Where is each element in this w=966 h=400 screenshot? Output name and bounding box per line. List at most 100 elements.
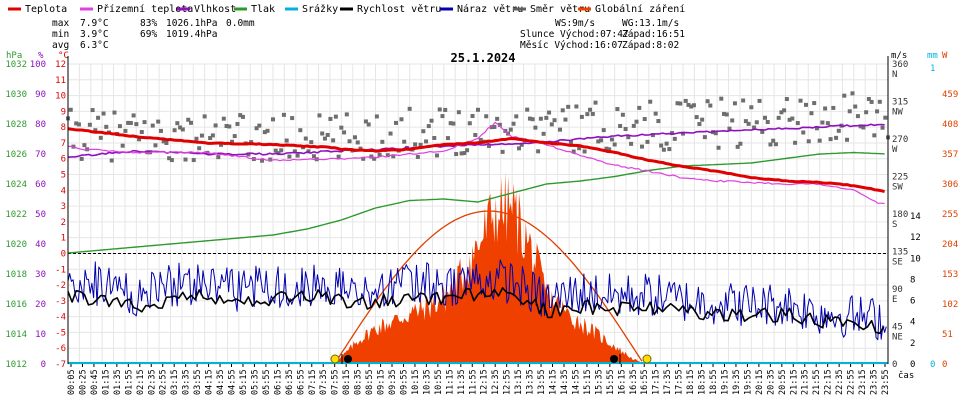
x-tick-label: 13:15: [514, 369, 524, 395]
wind-direction-point: [735, 144, 740, 149]
wind-direction-point: [568, 140, 573, 145]
wind-direction-point: [82, 143, 87, 148]
wind-direction-point: [708, 103, 713, 108]
y-tick-direction: 45: [892, 323, 903, 333]
x-tick-label: 02:15: [136, 369, 146, 395]
wind-direction-point: [574, 104, 579, 109]
legend: Teplota Přízemní teplota Vlhkost Tlak Srážky…: [8, 3, 685, 15]
wind-direction-point: [339, 125, 344, 130]
x-tick-label: 09:55: [399, 369, 409, 395]
x-tick-label: 20:35: [766, 369, 776, 395]
wind-direction-point: [722, 111, 726, 116]
wind-direction-point: [661, 147, 666, 152]
wind-direction-point: [530, 117, 535, 122]
wind-direction-point: [180, 127, 185, 132]
series-p-zemn-teplota: [68, 121, 885, 205]
y-tick-humidity: 60: [35, 180, 46, 190]
wind-direction-point: [675, 101, 680, 106]
series-tlak: [67, 151, 885, 254]
wind-direction-point: [607, 147, 612, 152]
x-tick-label: 14:55: [571, 369, 581, 395]
wind-direction-point: [309, 140, 314, 145]
x-tick-label: 14:15: [549, 369, 559, 395]
wind-direction-point: [399, 117, 404, 122]
stats-block: max 7.9°C 83% 1026.1hPa 0.0mm min 3.9°C …: [52, 18, 685, 51]
wind-direction-point: [500, 149, 505, 154]
y-tick-direction: 0: [892, 360, 897, 370]
x-tick-label: 16:55: [640, 369, 650, 395]
x-tick-label: 09:15: [377, 369, 387, 395]
wind-direction-point: [691, 103, 696, 108]
wind-direction-point: [620, 112, 625, 117]
wind-direction-point: [331, 138, 336, 143]
wind-direction-point: [249, 140, 254, 145]
stat-max-hum: 83%: [140, 18, 157, 29]
wind-direction-point: [76, 122, 81, 127]
wind-direction-point: [208, 136, 213, 141]
wind-direction-point: [221, 116, 226, 121]
wind-direction-point: [117, 124, 122, 129]
wind-direction-point: [541, 131, 546, 136]
wind-direction-point: [588, 107, 593, 112]
wind-direction-point: [183, 157, 188, 162]
y-tick-temp: 5: [61, 171, 66, 181]
wind-direction-point: [394, 120, 398, 125]
wind-direction-point: [295, 153, 300, 158]
y-tick-temp: 12: [55, 60, 66, 70]
x-tick-label: 20:55: [778, 369, 788, 395]
wind-direction-point: [798, 98, 803, 103]
y-tick-direction-cardinal: E: [892, 295, 897, 305]
legend-label: Globální záření: [595, 3, 685, 15]
wind-direction-point: [194, 136, 199, 141]
chart-title: 25.1.2024: [450, 51, 515, 65]
wind-direction-point: [869, 99, 874, 104]
wind-direction-point: [517, 146, 521, 151]
wind-direction-point: [445, 136, 450, 141]
legend-label: Vlhkost: [194, 4, 236, 15]
y-tick-pressure: 1018: [5, 270, 27, 280]
wind-direction-point: [462, 151, 467, 156]
y-tick-radiation: 102: [942, 300, 958, 310]
x-tick-label: 10:15: [411, 369, 421, 395]
wind-direction-point: [727, 126, 732, 131]
wind-direction-point: [716, 145, 721, 150]
wind-direction-point: [566, 104, 571, 109]
y-tick-pressure: 1028: [5, 120, 27, 130]
wind-direction-point: [547, 110, 552, 115]
stat-sunset: Západ:16:51: [622, 29, 685, 40]
y-tick-direction-cardinal: SE: [892, 258, 903, 268]
wind-direction-point: [855, 114, 860, 119]
x-tick-label: 00:05: [67, 369, 77, 395]
x-tick-label: 03:35: [182, 369, 192, 395]
y-tick-radiation: 306: [942, 180, 958, 190]
wind-direction-point: [640, 144, 644, 149]
y-tick-humidity: 70: [35, 150, 46, 160]
wind-direction-point: [68, 107, 73, 112]
wind-direction-point: [197, 146, 202, 151]
wind-direction-point: [850, 91, 855, 96]
wind-direction-point: [686, 102, 691, 107]
wind-direction-point: [467, 121, 472, 126]
wind-direction-point: [877, 99, 882, 104]
wind-direction-point: [120, 143, 125, 148]
y-tick-direction: 90: [892, 285, 903, 295]
stat-moonrise: Měsíc Východ:16:07: [520, 40, 623, 51]
x-tick-label: 17:55: [675, 369, 685, 395]
moonset-icon: [344, 355, 352, 363]
wind-direction-point: [656, 119, 661, 124]
axis-units: hPa % °C m/s mm W čas: [6, 51, 948, 381]
wind-direction-point: [443, 107, 448, 112]
wind-direction-point: [768, 142, 773, 147]
wind-direction-point: [374, 114, 379, 119]
stat-min-press: 1019.4hPa: [166, 29, 217, 40]
wind-direction-point: [219, 142, 224, 147]
x-tick-label: 15:15: [583, 369, 593, 395]
y-tick-wind: 4: [910, 318, 915, 328]
radiation-area: [334, 172, 644, 364]
x-tick-label: 05:15: [239, 369, 249, 395]
x-tick-label: 12:15: [480, 369, 490, 395]
wind-direction-point: [260, 158, 265, 163]
wind-direction-point: [782, 108, 787, 113]
x-tick-label: 01:35: [113, 369, 123, 395]
y-tick-temp: -1: [55, 265, 66, 275]
